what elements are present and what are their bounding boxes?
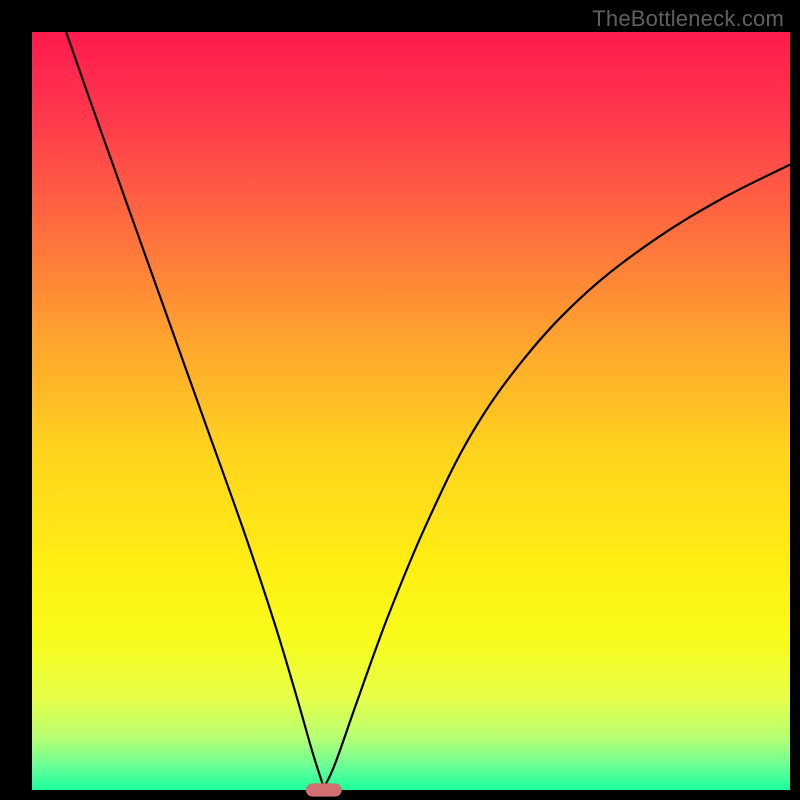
optimal-point-marker [306, 784, 341, 796]
bottleneck-chart [0, 0, 800, 800]
watermark-text: TheBottleneck.com [592, 6, 784, 32]
plot-background [32, 32, 790, 790]
chart-container: TheBottleneck.com [0, 0, 800, 800]
